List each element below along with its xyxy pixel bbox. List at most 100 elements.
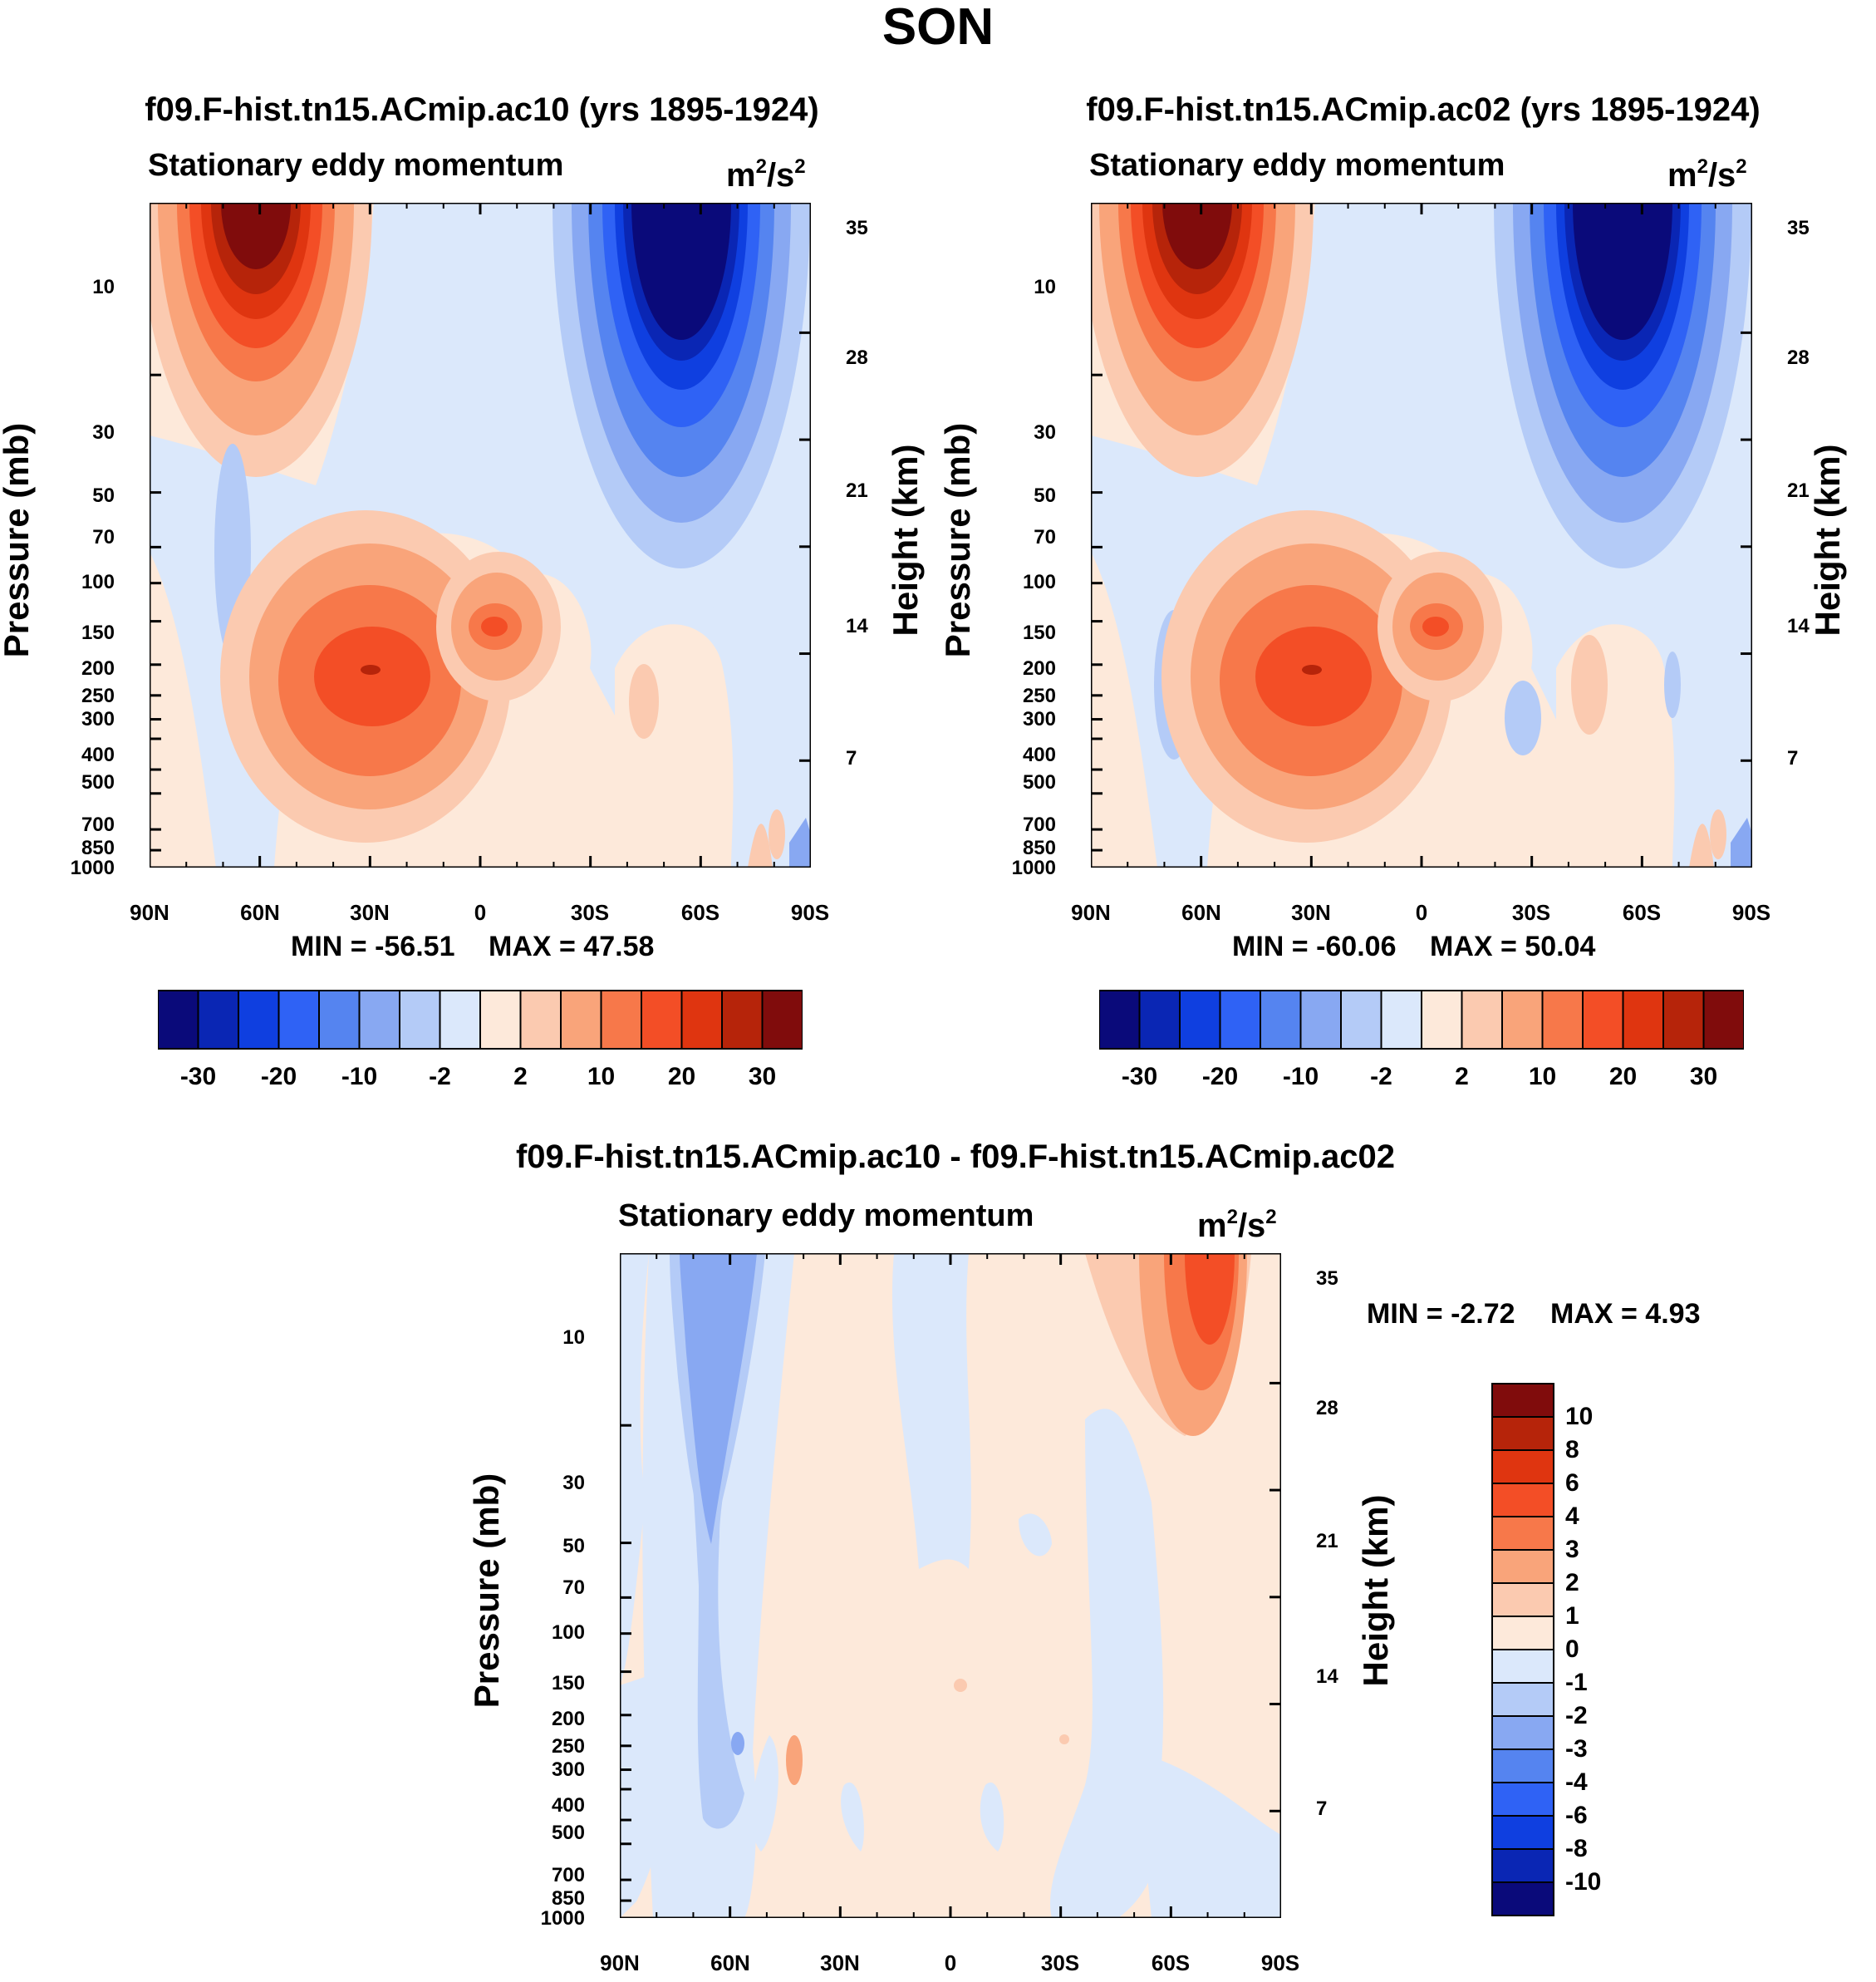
right-min-label: MIN = -60.06 [1232,931,1397,962]
diff-colorbar-box-13 [1491,1815,1554,1850]
left-ytick-200: 200 [81,657,115,680]
diff-colorbar-label-2: 6 [1565,1469,1579,1497]
right-colorbar-label-6: 20 [1608,1063,1638,1090]
left-ytick-250: 250 [81,685,115,707]
diff-colorbar-box-1 [1491,1416,1554,1451]
right-panel-units: m2/s2 [1667,155,1747,194]
right-ytick-850: 850 [1022,837,1056,859]
diff-colorbar-box-15 [1491,1881,1554,1916]
diff-ytick-50: 50 [562,1535,585,1557]
diff-colorbar-label-11: -4 [1565,1768,1588,1796]
right-colorbar-label-3: -2 [1370,1063,1392,1090]
left-colorbar-box-3 [277,990,320,1050]
right-ytick-400: 400 [1022,744,1056,766]
right-xtick-0: 0 [1415,900,1428,925]
left-ytick-30: 30 [92,421,115,444]
right-colorbar-box-0 [1099,990,1141,1050]
right-colorbar-box-15 [1702,990,1744,1050]
diff-xtick-30s: 30S [1040,1950,1080,1975]
right-panel-title: f09.F-hist.tn15.ACmip.ac02 (yrs 1895-192… [1086,91,1761,128]
left-colorbar-label-4: 2 [513,1063,528,1090]
left-colorbar-label-6: 20 [667,1063,696,1090]
right-y2-axis-label: Height (km) [1808,444,1847,637]
right-xtick-90s: 90S [1731,900,1771,925]
left-xtick-90n: 90N [130,900,169,925]
left-y2-axis-label: Height (km) [886,444,925,637]
left-ytick-50: 50 [92,484,115,507]
left-colorbar-label-3: -2 [429,1063,451,1090]
diff-xtick-30n: 30N [820,1950,860,1975]
diff-colorbar-box-5 [1491,1549,1554,1584]
right-ytick-1000: 1000 [1011,857,1056,879]
diff-panel-subtitle: Stationary eddy momentum [618,1198,1034,1233]
diff-colorbar-box-10 [1491,1715,1554,1750]
right-xtick-30n: 30N [1291,900,1331,925]
diff-colorbar-box-7 [1491,1616,1554,1650]
left-colorbar-label-7: 30 [748,1063,777,1090]
left-panel-subtitle: Stationary eddy momentum [148,148,564,183]
right-xtick-60n: 60N [1181,900,1221,925]
left-xtick-60n: 60N [240,900,280,925]
right-ytick-500: 500 [1022,771,1056,794]
diff-panel-units: m2/s2 [1197,1206,1277,1244]
diff-ytick-300: 300 [551,1758,585,1781]
left-colorbar-box-12 [641,990,683,1050]
right-y-axis-label: Pressure (mb) [938,422,977,658]
diff-xtick-60n: 60N [710,1950,750,1975]
diff-y2tick-28: 28 [1316,1397,1338,1419]
left-colorbar-box-5 [358,990,400,1050]
left-y2tick-21: 21 [846,480,868,502]
left-max-label: MAX = 47.58 [489,931,655,962]
diff-ytick-70: 70 [562,1576,585,1599]
right-colorbar-box-7 [1380,990,1422,1050]
right-xtick-30s: 30S [1511,900,1551,925]
right-ytick-100: 100 [1022,571,1056,593]
left-colorbar [158,990,803,1050]
diff-colorbar-label-0: 10 [1565,1403,1594,1430]
diff-y2tick-21: 21 [1316,1530,1338,1552]
right-ytick-200: 200 [1022,657,1056,680]
diff-ytick-700: 700 [551,1864,585,1886]
diff-colorbar-box-12 [1491,1782,1554,1817]
right-colorbar-box-5 [1299,990,1342,1050]
diff-ytick-1000: 1000 [540,1907,585,1930]
left-xtick-30n: 30N [350,900,390,925]
right-colorbar-label-5: 10 [1528,1063,1557,1090]
diff-xtick-90n: 90N [600,1950,640,1975]
diff-ytick-100: 100 [551,1621,585,1644]
diff-ytick-250: 250 [551,1735,585,1758]
diff-xtick-0: 0 [944,1950,957,1975]
diff-colorbar [1491,1383,1554,1916]
right-colorbar-box-4 [1260,990,1302,1050]
right-colorbar-box-14 [1662,990,1705,1050]
left-panel-title: f09.F-hist.tn15.ACmip.ac10 (yrs 1895-192… [145,91,819,128]
diff-colorbar-label-10: -3 [1565,1735,1588,1763]
right-ytick-250: 250 [1022,685,1056,707]
diff-xtick-90s: 90S [1260,1950,1300,1975]
diff-y2tick-7: 7 [1316,1798,1328,1820]
left-ytick-10: 10 [92,276,115,298]
diff-colorbar-label-8: -1 [1565,1669,1588,1696]
diff-nh-negative-column [642,1253,794,1918]
left-colorbar-box-6 [399,990,441,1050]
left-colorbar-label-2: -10 [341,1063,378,1090]
right-xtick-60s: 60S [1622,900,1662,925]
diff-ytick-500: 500 [551,1822,585,1844]
left-xtick-90s: 90S [790,900,830,925]
diff-ytick-400: 400 [551,1794,585,1817]
left-xtick-0: 0 [474,900,487,925]
right-colorbar-label-4: 2 [1455,1063,1469,1090]
right-colorbar-label-0: -30 [1121,1063,1158,1090]
left-y2tick-28: 28 [846,347,868,369]
diff-colorbar-label-14: -10 [1565,1868,1602,1896]
left-panel-units: m2/s2 [726,155,806,194]
diff-y2tick-14: 14 [1316,1665,1338,1688]
left-ytick-850: 850 [81,837,115,859]
right-y2tick-21: 21 [1787,480,1810,502]
right-y2tick-7: 7 [1787,747,1799,770]
diff-colorbar-label-12: -6 [1565,1802,1588,1829]
left-colorbar-box-15 [761,990,803,1050]
right-colorbar-box-9 [1461,990,1503,1050]
diff-y2-axis-label: Height (km) [1356,1494,1395,1687]
left-colorbar-box-10 [560,990,602,1050]
